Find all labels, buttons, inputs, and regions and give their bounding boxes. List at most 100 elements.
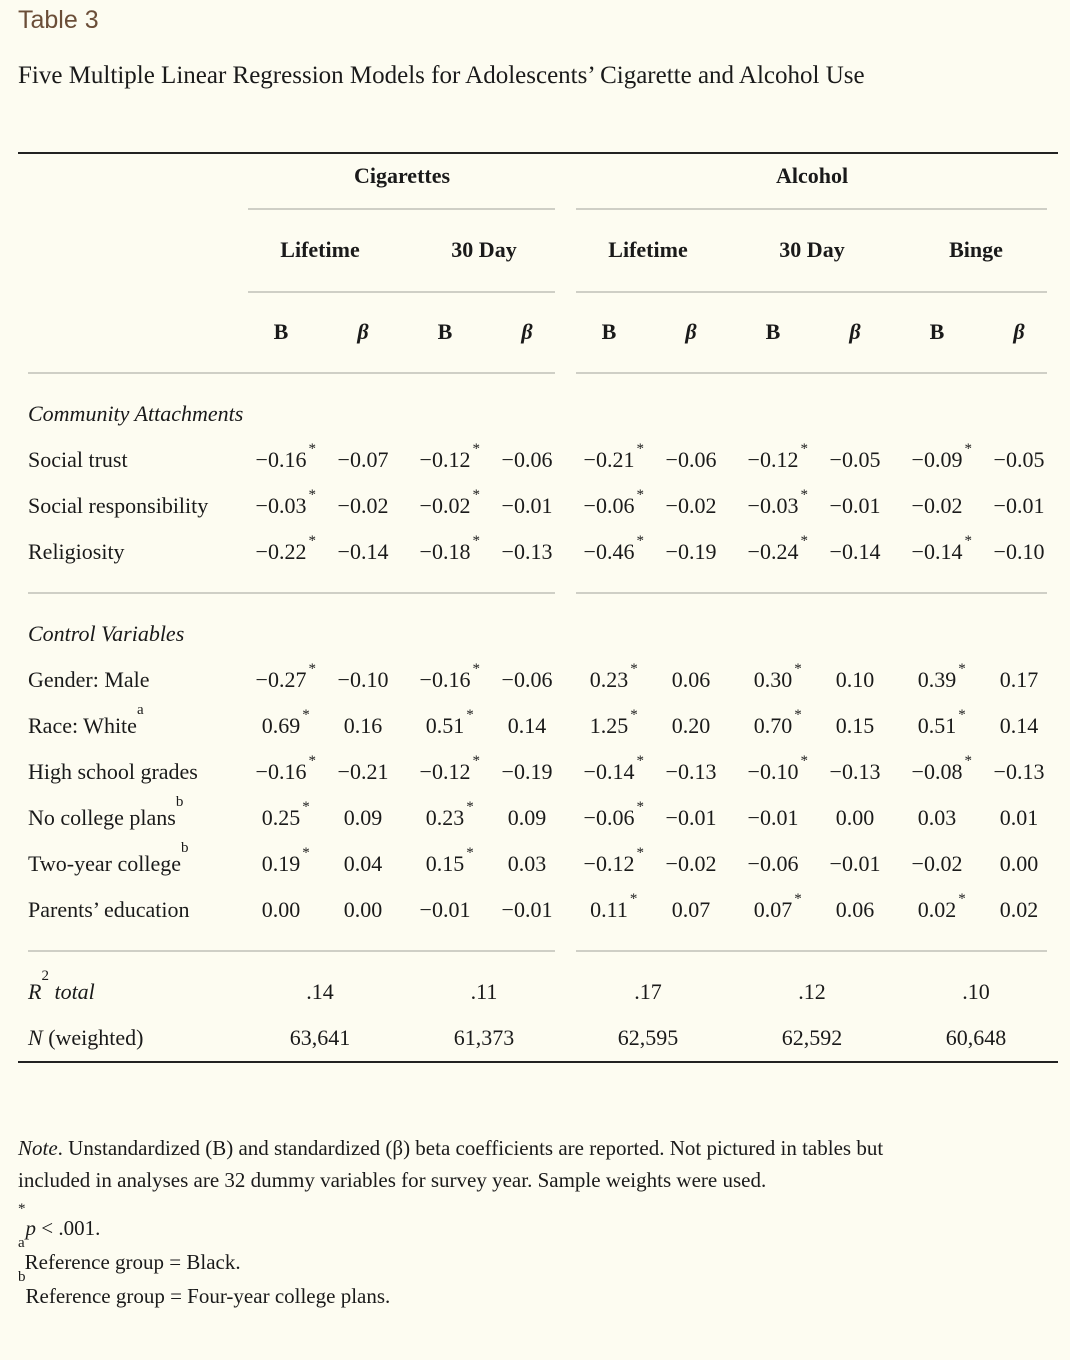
header-rule <box>28 372 555 374</box>
significance-star: * <box>636 845 644 861</box>
row-label-text: Gender: Male <box>28 667 150 692</box>
table-cell: 0.23 * <box>589 662 638 693</box>
cell-value: 0.14 <box>999 713 1039 738</box>
cell-value: 0.00 <box>261 897 301 922</box>
row-label: Parents’ education <box>28 897 189 923</box>
row-label-text: Race: White <box>28 713 137 738</box>
table-cell: −0.06 * <box>584 488 644 519</box>
cell-value: −0.01 <box>829 851 881 876</box>
table-cell: 0.00 <box>344 897 383 923</box>
b-header: B <box>765 319 781 344</box>
significance-star: * <box>472 753 480 769</box>
table-cell: −0.06 <box>502 447 553 473</box>
cell-value: −0.06 <box>583 805 635 830</box>
summary-label-main: N <box>28 1025 43 1050</box>
cell-value: −0.16 <box>255 759 307 784</box>
beta-header: β <box>357 319 369 344</box>
table-cell: −0.16 * <box>420 662 480 693</box>
cell-value: −0.46 <box>583 539 635 564</box>
table-cell: 0.15 <box>836 713 875 739</box>
note-line-2: included in analyses are 32 dummy variab… <box>18 1168 767 1192</box>
cell-value: 0.07 <box>671 897 711 922</box>
table-cell: 0.19 * <box>262 846 310 877</box>
significance-star: * <box>302 845 310 861</box>
table-cell: −0.09 * <box>911 442 972 473</box>
b-header: B <box>929 319 945 344</box>
table-cell: −0.06 * <box>583 800 644 831</box>
table-cell: −0.03 * <box>255 488 316 519</box>
cell-value: −0.01 <box>829 493 881 518</box>
cell-value: 0.02 <box>917 897 957 922</box>
header-rule <box>576 372 1047 374</box>
b-header: B <box>437 319 453 344</box>
cell-value: 0.23 <box>589 667 629 692</box>
section-title: Community Attachments <box>28 401 244 426</box>
table-cell: −0.14 <box>338 539 389 565</box>
row-label: Gender: Male <box>28 667 150 693</box>
cell-value: −0.18 <box>419 539 471 564</box>
table-cell: −0.05 <box>830 447 881 473</box>
cell-value: 0.25 <box>261 805 301 830</box>
significance-star: * <box>800 753 808 769</box>
table-cell: −0.12 * <box>420 442 480 473</box>
cell-value: 0.00 <box>343 897 383 922</box>
row-label-text: No college plans <box>28 805 176 830</box>
table-cell: −0.12 * <box>584 846 644 877</box>
significance-star: * <box>466 845 474 861</box>
cell-value: −0.03 <box>255 493 307 518</box>
cell-value: 0.69 <box>261 713 301 738</box>
table-cell: 1.25 * <box>589 708 638 739</box>
footnote-mark: a <box>18 1235 25 1251</box>
row-label: Social responsibility <box>28 493 208 519</box>
row-label-superscript: a <box>136 702 144 718</box>
table-cell: −0.01 <box>830 493 881 519</box>
table-cell: 0.51 * <box>426 708 474 739</box>
footnote-text: Reference group = Four-year college plan… <box>25 1284 391 1308</box>
row-label: No college plansb <box>28 795 183 831</box>
cell-value: 0.00 <box>999 851 1039 876</box>
cell-value: −0.10 <box>993 539 1045 564</box>
row-label: High school grades <box>28 759 198 785</box>
table-cell: −0.21 <box>338 759 389 785</box>
cell-value: 0.07 <box>753 897 793 922</box>
row-label: Race: Whitea <box>28 703 144 739</box>
cell-value: 0.17 <box>999 667 1039 692</box>
group-header: Cigarettes <box>353 163 451 188</box>
cell-value: −0.02 <box>911 851 963 876</box>
table-label: Table 3 <box>18 6 99 34</box>
summary-value: 62,592 <box>781 1025 843 1050</box>
significance-star: * <box>958 707 966 723</box>
cell-value: 0.39 <box>917 667 957 692</box>
footnote-a: aReference group = Black. <box>18 1236 241 1278</box>
cell-value: 0.03 <box>507 851 547 876</box>
table-cell: −0.01 <box>994 493 1045 519</box>
table-cell: −0.16 * <box>255 754 316 785</box>
note-line-1: . Unstandardized (B) and standardized (β… <box>57 1136 884 1160</box>
cell-value: 0.02 <box>999 897 1039 922</box>
table-cell: 0.09 <box>508 805 547 831</box>
cell-value: 0.00 <box>835 805 875 830</box>
table-cell: 0.07 * <box>753 892 802 923</box>
cell-value: −0.16 <box>255 447 307 472</box>
significance-star: * <box>308 487 316 503</box>
table-cell: 0.00 <box>1000 851 1039 877</box>
cell-value: −0.06 <box>501 667 553 692</box>
summary-value: .11 <box>470 979 498 1004</box>
cell-value: 0.04 <box>343 851 383 876</box>
table-cell: −0.01 <box>666 805 717 831</box>
cell-value: 0.06 <box>835 897 875 922</box>
outcome-header: Lifetime <box>608 237 688 262</box>
cell-value: −0.01 <box>501 493 553 518</box>
cell-value: 1.25 <box>589 713 629 738</box>
table-cell: −0.14 * <box>912 534 972 565</box>
cell-value: −0.14 <box>583 759 635 784</box>
significance-star: * <box>794 891 802 907</box>
cell-value: −0.02 <box>419 493 471 518</box>
table-cell: −0.01 <box>502 493 553 519</box>
table-title: Five Multiple Linear Regression Models f… <box>18 62 865 89</box>
table-cell: −0.14 * <box>583 754 644 785</box>
cell-value: −0.12 <box>747 447 799 472</box>
cell-value: −0.09 <box>911 447 963 472</box>
table-cell: −0.06 <box>666 447 717 473</box>
significance-star: * <box>636 799 644 815</box>
